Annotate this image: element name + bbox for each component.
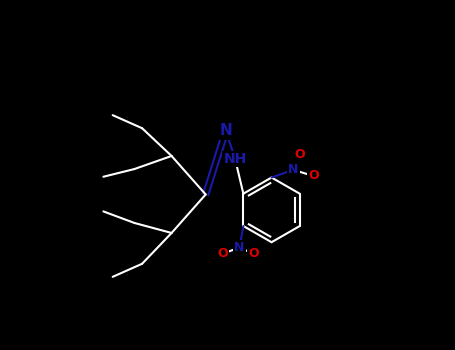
Text: N: N xyxy=(219,123,232,138)
Text: NH: NH xyxy=(223,152,247,166)
Text: N: N xyxy=(234,241,245,254)
Text: O: O xyxy=(217,247,228,260)
Text: O: O xyxy=(294,148,305,161)
Text: O: O xyxy=(308,169,318,182)
Text: O: O xyxy=(248,247,259,260)
Text: N: N xyxy=(288,163,298,176)
